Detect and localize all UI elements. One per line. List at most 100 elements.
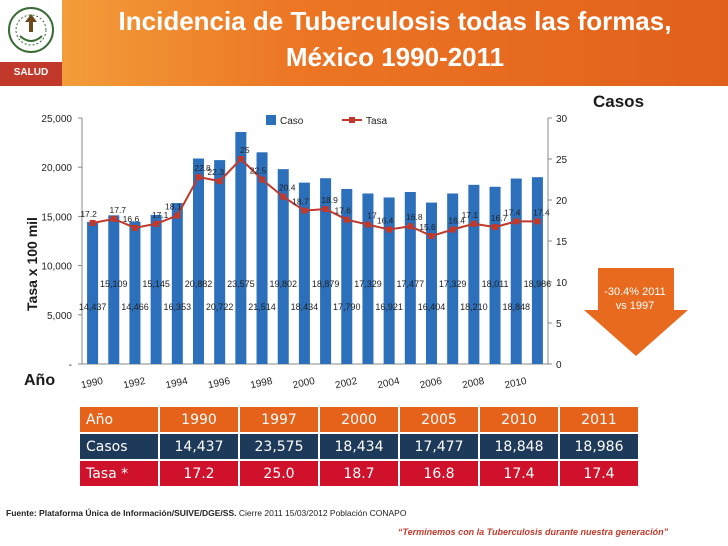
- table-cell: 1997: [240, 407, 318, 432]
- table-cell: 14,437: [160, 434, 238, 459]
- tasa-marker-2007: [449, 226, 456, 233]
- bar-value-label-2009: 18,011: [482, 279, 509, 289]
- table-cell: 16.8: [400, 461, 478, 486]
- tasa-marker-1994: [174, 212, 181, 219]
- tasa-marker-1999: [280, 193, 287, 200]
- bar-value-label-2010: 18,848: [502, 302, 530, 312]
- y-right-tick-label: 10: [556, 278, 568, 289]
- table-cell: 18.7: [320, 461, 398, 486]
- tasa-value-label-1993: 17.1: [152, 210, 169, 220]
- page-title-line2: México 1990-2011: [285, 42, 505, 72]
- bar-value-label-2004: 16,921: [375, 302, 403, 312]
- tasa-value-label-2007: 16.4: [448, 216, 465, 226]
- tasa-marker-1990: [89, 219, 96, 226]
- x-tick-label-1990: 1990: [80, 376, 104, 391]
- tasa-marker-1997: [237, 156, 244, 162]
- bar-value-label-1999: 19,802: [269, 279, 297, 289]
- tasa-marker-1993: [153, 220, 160, 227]
- bar-caso-2006: [425, 202, 438, 364]
- bar-value-label-1991: 15,109: [100, 279, 128, 289]
- table-cell: 23,575: [240, 434, 318, 459]
- y-right-tick-label: 0: [556, 360, 562, 371]
- y-left-tick-label: -: [69, 360, 72, 371]
- tasa-marker-2009: [492, 224, 499, 231]
- tasa-value-label-2000: 18.7: [292, 197, 309, 207]
- header: SALUD Incidencia de Tuberculosis todas l…: [0, 0, 728, 92]
- tasa-value-label-2005: 16.8: [406, 212, 423, 222]
- bar-caso-1990: [87, 221, 99, 364]
- bar-value-label-2005: 17,477: [397, 279, 425, 289]
- x-tick-label-2006: 2006: [419, 376, 443, 391]
- tasa-line: [92, 157, 538, 238]
- bar-caso-1993: [150, 214, 162, 364]
- bar-caso-1994: [171, 203, 183, 364]
- bar-caso-1999: [277, 169, 289, 364]
- bar-caso-2002: [341, 188, 353, 364]
- tasa-value-label-2011: 17.4: [533, 207, 550, 217]
- x-tick-label-2000: 2000: [292, 376, 316, 391]
- bar-value-label-1997: 23,575: [227, 279, 255, 289]
- table-cell: 1990: [160, 407, 238, 432]
- tasa-value-label-2001: 18.9: [321, 195, 338, 205]
- source-note: Fuente: Plataforma Única de Información/…: [6, 508, 406, 518]
- y-right-tick-label: 5: [556, 319, 562, 330]
- x-tick-label-2008: 2008: [461, 376, 485, 391]
- tasa-value-label-1992: 16.6: [123, 214, 140, 224]
- tasa-value-label-1991: 17.7: [109, 205, 126, 215]
- table-row-cases: Casos 14,437 23,575 18,434 17,477 18,848…: [80, 434, 638, 459]
- salud-logo-text: SALUD: [13, 67, 49, 78]
- x-tick-label-2010: 2010: [504, 376, 528, 391]
- y-left-tick-label: 10,000: [41, 262, 72, 273]
- bar-value-label-2008: 18,210: [460, 302, 488, 312]
- source-rest: Cierre 2011 15/03/2012 Población CONAPO: [236, 508, 407, 518]
- bar-caso-2009: [489, 186, 501, 364]
- tasa-value-label-2009: 16.7: [491, 213, 508, 223]
- tasa-value-label-1997: 25: [240, 145, 250, 155]
- table-cell: 2011: [560, 407, 638, 432]
- table-row-year: Año 1990 1997 2000 2005 2010 2011: [80, 407, 638, 432]
- y-right-tick-label: 25: [556, 155, 568, 166]
- bar-caso-1996: [214, 160, 226, 364]
- salud-logo-bar: SALUD: [0, 62, 62, 86]
- tasa-marker-2003: [364, 221, 371, 228]
- bar-caso-2004: [383, 197, 395, 364]
- table-cell: 18,848: [480, 434, 558, 459]
- tasa-marker-1998: [259, 176, 266, 183]
- table-cell: 18,434: [320, 434, 398, 459]
- x-tick-label-2004: 2004: [377, 376, 401, 391]
- tasa-marker-2010: [513, 218, 520, 225]
- bar-caso-1998: [256, 152, 268, 364]
- bar-caso-1995: [192, 158, 205, 364]
- bar-caso-2005: [404, 192, 416, 364]
- x-tick-label-1994: 1994: [165, 376, 189, 391]
- table-cell: 17.4: [480, 461, 558, 486]
- table-cell: 18,986: [560, 434, 638, 459]
- source-bold: Fuente: Plataforma Única de Información/…: [6, 508, 237, 518]
- tasa-value-label-1994: 18.1: [165, 202, 182, 212]
- legend-caso-label: Caso: [280, 116, 304, 127]
- x-tick-label-1996: 1996: [207, 376, 231, 391]
- bar-value-label-1992: 14,466: [121, 302, 149, 312]
- y-left-tick-label: 20,000: [41, 163, 72, 174]
- casos-axis-label: Casos: [593, 92, 645, 111]
- tasa-marker-2001: [322, 206, 329, 213]
- table-cell: Tasa *: [80, 461, 158, 486]
- table-cell: Casos: [80, 434, 158, 459]
- table-cell: 2010: [480, 407, 558, 432]
- bar-caso-1997: [235, 132, 247, 364]
- legend-caso-swatch: [266, 115, 276, 125]
- legend-tasa-marker: [349, 117, 355, 123]
- y-left-tick-label: 5,000: [47, 311, 72, 322]
- y-right-tick-label: 15: [556, 237, 568, 248]
- tasa-value-label-2006: 15.6: [419, 222, 436, 232]
- y-left-tick-label: 15,000: [41, 212, 72, 223]
- slogan: “Terminemos con la Tuberculosis durante …: [398, 527, 669, 537]
- bar-value-label-2001: 18,879: [312, 279, 340, 289]
- bar-caso-2011: [531, 177, 543, 364]
- bar-value-label-1995: 20,882: [185, 279, 213, 289]
- table-cell: 17,477: [400, 434, 478, 459]
- tb-incidence-chart: - 5,000 10,000 15,000 20,000 25,000 0 5 10 15 20 25…: [41, 114, 568, 391]
- bar-value-label-2000: 18,434: [291, 302, 319, 312]
- bar-value-label-1993: 15,145: [142, 279, 170, 289]
- tasa-value-label-1998: 22.5: [250, 166, 267, 176]
